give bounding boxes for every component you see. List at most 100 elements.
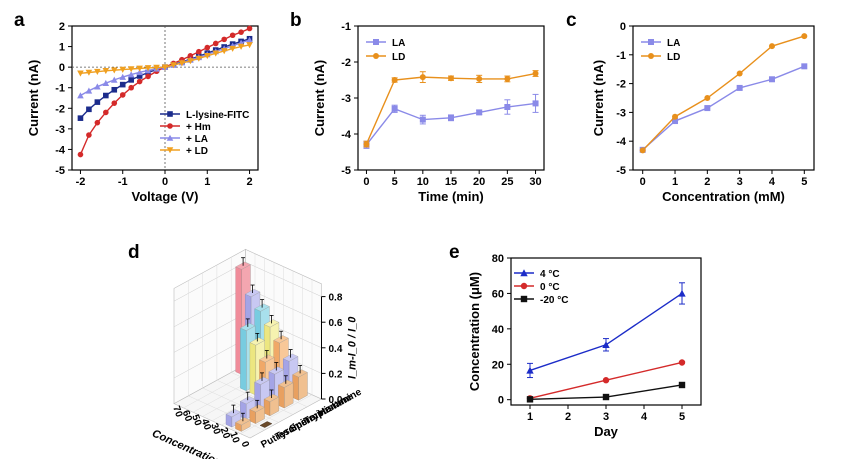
data-point [85,69,93,76]
data-point [639,147,646,154]
bar-3d-control [259,421,273,428]
data-point [602,393,610,401]
data-point [476,109,483,116]
legend-label: LA [667,38,680,49]
y-tick-label: -2 [341,57,351,69]
x-tick-label: 3 [737,176,743,188]
data-point [178,60,186,67]
data-point [128,84,134,91]
x-tick-label: -2 [76,176,86,188]
data-point [111,86,118,93]
concentration-label: 70 [170,405,184,420]
series-1 [639,33,808,154]
x-tick-label: 1 [527,411,533,423]
data-point [419,116,426,123]
z-tick-label: 0.4 [329,344,343,355]
bar-face-top [273,335,289,344]
data-point [136,78,143,85]
x-tick-label: 10 [417,176,429,188]
y-tick-label: 0 [620,21,626,33]
data-point [246,42,253,49]
legend-label: + Hm [186,122,211,133]
x-axis-label: Time (min) [418,189,484,204]
data-point [136,65,143,72]
data-point [94,83,101,90]
data-point [672,113,679,120]
data-point [221,36,227,43]
plot-frame [357,25,545,171]
data-point [86,132,92,138]
data-point [801,63,808,70]
data-point [136,73,143,79]
grid-line [188,395,265,431]
data-point [77,92,84,99]
y-tick-label: 20 [492,359,504,371]
data-point [238,29,244,35]
legend-label: LD [667,52,680,63]
data-point [128,77,134,83]
legend-label: -20 °C [540,295,568,306]
y-tick-label: 40 [492,324,504,336]
y-axis-label: Concentration (μM) [467,272,482,391]
data-point [476,75,483,82]
bar-3d [235,412,251,432]
data-point [768,76,775,83]
data-point [170,62,177,69]
legend-marker [520,282,528,290]
z-tick-label: 0.0 [329,395,343,406]
concentration-label: 0 [239,440,251,449]
panel-c: c 0 1 2 3 4 5 0 -1 -2 -3 -4 -5 Concentration (mM) Cur… [566,10,815,204]
data-point [736,84,743,91]
legend-marker [167,111,173,117]
data-point [504,75,511,82]
chart-e: 1 2 3 4 5 0 20 40 60 80 Day Concentration (μM) 4 °C 0… [467,253,702,439]
legend: L-lysine-FITC+ Hm+ LA+ LD [160,110,249,157]
chart-c: 0 1 2 3 4 5 0 -1 -2 -3 -4 -5 Concentration (mM) Curre… [591,21,815,204]
series-3 [77,42,253,77]
data-point [119,73,127,80]
y-tick-label: -1 [341,21,351,33]
bar-3d [292,365,308,401]
panel-label-a: a [14,10,25,31]
x-axis-label: Day [594,424,619,439]
data-point [161,64,169,71]
bar-3d [263,389,280,417]
data-point [704,105,711,112]
x-tick-label: -1 [118,176,128,188]
concentration-label: 30 [208,422,222,437]
y-tick-label: -3 [341,93,351,105]
panel-label-d: d [128,242,140,263]
data-point [94,68,101,75]
data-point [196,48,202,55]
data-point [77,115,84,121]
y-tick-label: -4 [341,129,352,141]
legend-marker [166,147,174,154]
y-tick-label: -1 [55,83,65,95]
legend-label: L-lysine-FITC [186,110,249,121]
legend-marker [167,123,173,129]
panel-e: e 1 2 3 4 5 0 20 40 60 80 Day Concentration (μM) 4 °… [449,242,702,439]
legend-marker [166,134,174,141]
concentration-label: 20 [218,426,232,441]
data-point [602,341,610,348]
data-point [391,105,398,112]
data-point [768,43,775,50]
legend: LA LD [366,38,405,63]
x-axis-label: Voltage (V) [132,189,199,204]
legend-marker [373,53,379,59]
data-point [94,99,101,105]
series-0 [526,282,686,379]
bar-3d [249,399,265,424]
series-2 [526,381,686,403]
data-point [704,95,711,101]
x-tick-label: 5 [392,176,398,188]
data-point [85,87,93,94]
x-tick-label: 25 [501,176,513,188]
series-0 [639,63,808,153]
data-point [212,50,220,57]
data-point [102,79,110,86]
data-point [195,55,203,62]
data-point [204,44,211,51]
z-tick-label: 0.2 [329,369,343,380]
data-point [801,33,808,40]
